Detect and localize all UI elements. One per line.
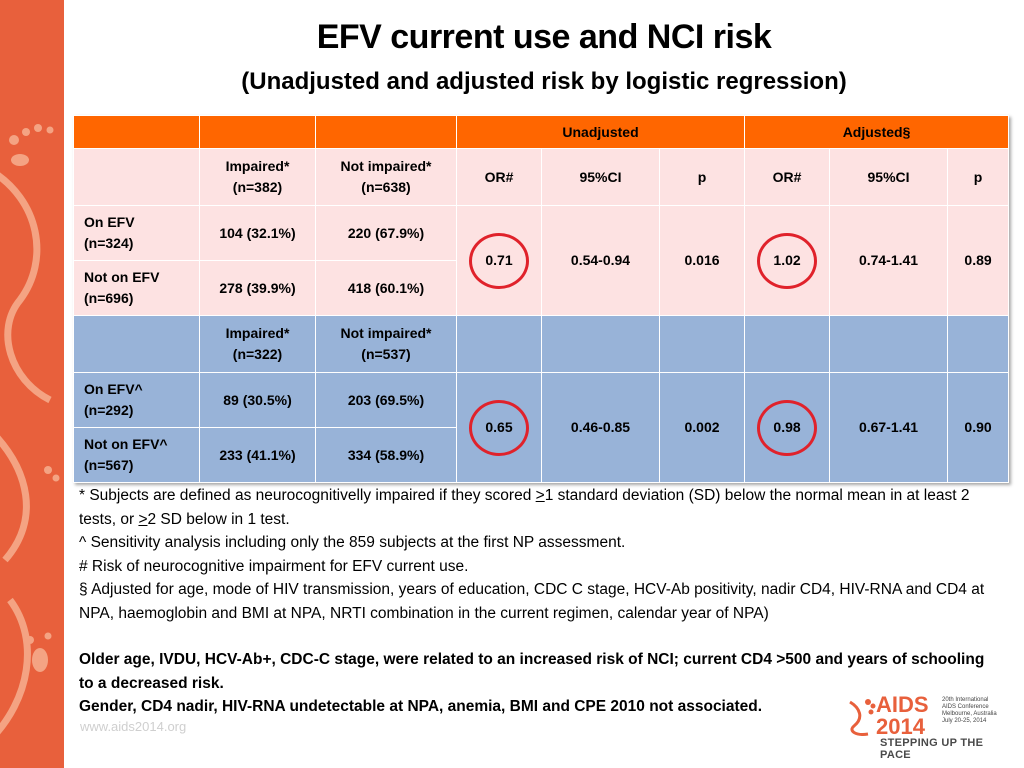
slide-subtitle: (Unadjusted and adjusted risk by logisti… xyxy=(241,68,847,95)
highlight-circle xyxy=(469,399,529,456)
ci-header: 95%CI xyxy=(829,148,949,206)
footer-url: www.aids2014.org xyxy=(80,719,187,734)
empty-cell xyxy=(947,315,1010,373)
impaired-cell: 233 (41.1%) xyxy=(199,427,316,483)
unadj-p-cell: 0.016 xyxy=(658,205,746,316)
logo-tagline: STEPPING UP THE PACE xyxy=(880,737,984,761)
logo-conference-info: 20th International AIDS Conference Melbo… xyxy=(942,697,997,724)
unadj-ci-cell: 0.46-0.85 xyxy=(541,372,660,483)
adj-or-cell: 1.02 xyxy=(744,205,831,316)
row-label: Not on EFV (n=696) xyxy=(73,260,200,316)
impaired-cell: 89 (30.5%) xyxy=(199,372,316,428)
empty-cell xyxy=(73,148,200,206)
unadj-ci-cell: 0.54-0.94 xyxy=(541,205,660,316)
empty-cell xyxy=(829,315,949,373)
highlight-circle xyxy=(469,232,529,289)
empty-cell xyxy=(541,315,660,373)
unadj-p-cell: 0.002 xyxy=(658,372,746,483)
empty-header-cell xyxy=(73,115,200,149)
adj-or-cell: 0.98 xyxy=(744,372,831,483)
empty-cell xyxy=(744,315,831,373)
table-row: On EFV (n=324) 104 (32.1%) 220 (67.9%) 0… xyxy=(73,205,1010,316)
footnote-text: * Subjects are defined as neurocognitive… xyxy=(79,487,536,504)
group-header-row: Unadjusted Adjusted§ xyxy=(73,115,1010,149)
slide-title: EFV current use and NCI risk xyxy=(316,18,772,56)
impaired-header: Impaired* (n=322) xyxy=(199,315,316,373)
row-label: Not on EFV^ (n=567) xyxy=(73,427,200,483)
table-row: On EFV^ (n=292) 89 (30.5%) 203 (69.5%) 0… xyxy=(73,372,1010,483)
conference-logo: AIDS 2014 20th International AIDS Confer… xyxy=(846,692,1016,761)
unadj-or-cell: 0.71 xyxy=(456,205,542,316)
highlight-circle xyxy=(757,399,818,456)
row-label: On EFV (n=324) xyxy=(73,205,200,261)
not-impaired-cell: 418 (60.1%) xyxy=(315,260,457,316)
not-impaired-cell: 220 (67.9%) xyxy=(315,205,457,261)
impaired-cell: 278 (39.9%) xyxy=(199,260,316,316)
empty-cell xyxy=(658,315,746,373)
not-impaired-cell: 203 (69.5%) xyxy=(315,372,457,428)
adj-ci-cell: 0.74-1.41 xyxy=(829,205,949,316)
empty-cell xyxy=(456,315,542,373)
not-impaired-header: Not impaired* (n=638) xyxy=(315,148,457,206)
unadj-or-cell: 0.65 xyxy=(456,372,542,483)
highlight-circle xyxy=(757,232,818,289)
logo-name: AIDS 2014 xyxy=(876,692,929,739)
impaired-header: Impaired* (n=382) xyxy=(199,148,316,206)
empty-cell xyxy=(73,315,200,373)
footnote-symbol: > xyxy=(138,510,148,528)
conclusion-2: Gender, CD4 nadir, HIV-RNA undetectable … xyxy=(79,698,763,715)
decorative-sidebar xyxy=(0,0,64,768)
footnote-text: 2 SD below in 1 test. xyxy=(147,510,290,528)
not-impaired-header: Not impaired* (n=537) xyxy=(315,315,457,373)
results-table: Unadjusted Adjusted§ Impaired* (n=382) N… xyxy=(73,115,1010,483)
p-header: p xyxy=(658,148,746,206)
adjusted-header: Adjusted§ xyxy=(744,115,1010,149)
row-label: On EFV^ (n=292) xyxy=(73,372,200,428)
footprint-pattern-icon xyxy=(0,124,60,735)
adj-p-cell: 0.89 xyxy=(947,205,1010,316)
footnote-symbol: > xyxy=(535,487,545,504)
adj-ci-cell: 0.67-1.41 xyxy=(829,372,949,483)
footprint-logo-icon xyxy=(849,699,876,736)
adj-p-cell: 0.90 xyxy=(947,372,1010,483)
footnote-text: 1 standard deviation (SD) below the norm… xyxy=(79,487,970,528)
or-header: OR# xyxy=(744,148,831,206)
ci-header: 95%CI xyxy=(541,148,660,206)
footnote-risk: # Risk of neurocognitive impairment for … xyxy=(79,557,469,575)
section2-header-row: Impaired* (n=322) Not impaired* (n=537) xyxy=(73,315,1010,373)
footnote-sensitivity: ^ Sensitivity analysis including only th… xyxy=(79,534,626,551)
conclusion-1: Older age, IVDU, HCV-Ab+, CDC-C stage, w… xyxy=(79,651,985,692)
p-header: p xyxy=(947,148,1010,206)
footnote-definition: * Subjects are defined as neurocognitive… xyxy=(79,484,999,531)
footnotes: * Subjects are defined as neurocognitive… xyxy=(79,484,999,719)
empty-header-cell xyxy=(315,115,457,149)
impaired-cell: 104 (32.1%) xyxy=(199,205,316,261)
not-impaired-cell: 334 (58.9%) xyxy=(315,427,457,483)
unadjusted-header: Unadjusted xyxy=(455,115,746,149)
or-header: OR# xyxy=(456,148,542,206)
footnote-adjusted: § Adjusted for age, mode of HIV transmis… xyxy=(79,581,985,622)
section1-header-row: Impaired* (n=382) Not impaired* (n=638) … xyxy=(73,148,1010,206)
empty-header-cell xyxy=(199,115,316,149)
